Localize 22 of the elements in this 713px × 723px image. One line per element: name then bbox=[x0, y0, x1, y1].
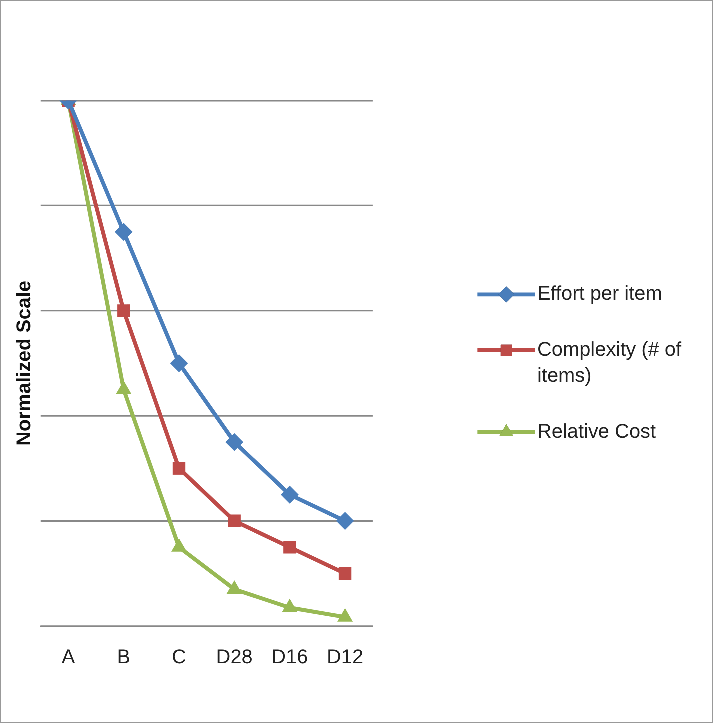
point bbox=[118, 304, 130, 318]
point bbox=[282, 598, 298, 612]
x-tick-label: D16 bbox=[272, 646, 308, 669]
x-tick-label: C bbox=[172, 646, 186, 669]
point bbox=[284, 541, 296, 554]
point bbox=[172, 462, 186, 475]
point bbox=[228, 514, 241, 528]
legend-label: Relative Cost bbox=[537, 420, 657, 443]
point bbox=[226, 433, 244, 452]
legend-label: Complexity (# of items) bbox=[537, 339, 682, 387]
x-tick-label: B bbox=[117, 646, 131, 669]
point bbox=[338, 608, 354, 622]
point bbox=[280, 486, 299, 504]
point bbox=[336, 512, 354, 530]
x-tick-label: A bbox=[62, 646, 76, 669]
point bbox=[170, 354, 188, 372]
x-tick-label: D28 bbox=[216, 646, 253, 669]
legend-label: Effort per item bbox=[537, 283, 662, 306]
x-tick-label: D12 bbox=[326, 646, 364, 669]
y-axis-title: Normalized Scale bbox=[13, 280, 36, 446]
point bbox=[171, 538, 188, 552]
point bbox=[226, 580, 242, 594]
